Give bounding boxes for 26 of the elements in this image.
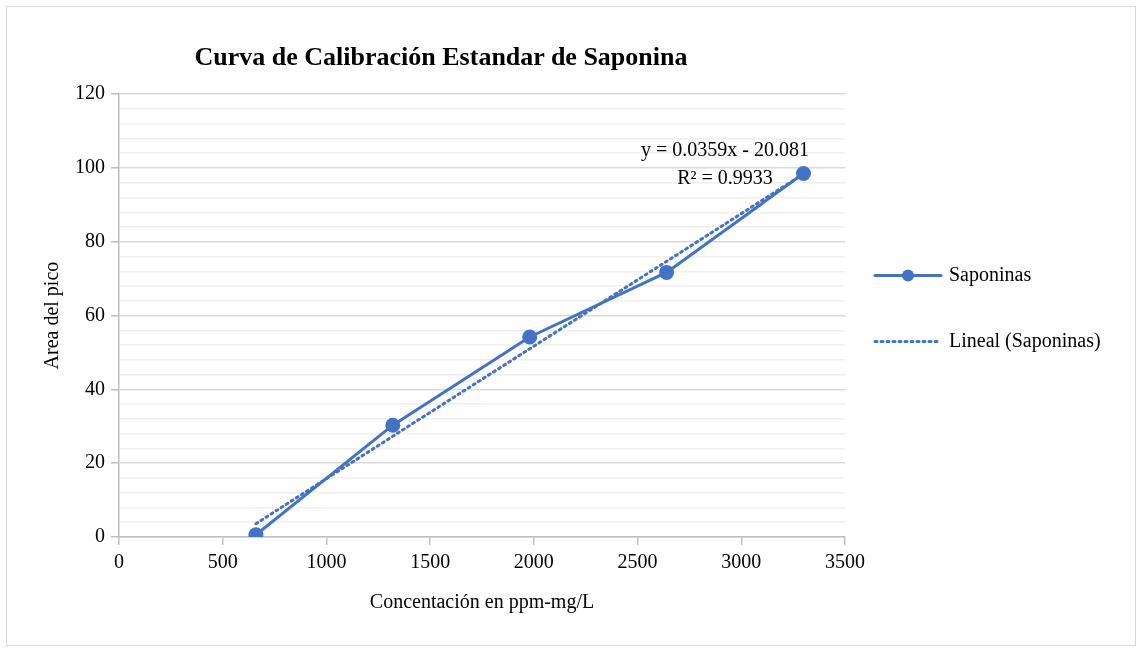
- legend-label: Saponinas: [949, 262, 1032, 286]
- chart-title: Curva de Calibración Estandar de Saponina: [194, 42, 688, 72]
- y-tick-label: 120: [75, 81, 105, 104]
- y-tick-label: 80: [85, 229, 105, 252]
- point: [385, 417, 401, 433]
- x-tick-label: 2500: [617, 550, 658, 573]
- x-tick-label: 1500: [410, 550, 451, 573]
- y-axis-title: Area del pico: [40, 261, 64, 370]
- point: [796, 166, 812, 182]
- point: [522, 329, 538, 345]
- annotation: y = 0.0359x - 20.081: [641, 138, 809, 162]
- x-tick-label: 0: [114, 550, 124, 573]
- x-tick-label: 3500: [825, 550, 865, 573]
- y-tick-label: 20: [85, 450, 105, 473]
- legend-label: Lineal (Saponinas): [949, 328, 1101, 352]
- annotation: R² = 0.9933: [677, 166, 773, 189]
- x-tick-label: 1000: [306, 550, 347, 573]
- y-tick-label: 40: [85, 376, 105, 399]
- y-tick-label: 100: [75, 155, 105, 178]
- x-axis-title: Concentación en ppm-mg/L: [369, 590, 595, 614]
- point: [659, 264, 675, 280]
- x-tick-label: 3000: [721, 550, 762, 573]
- y-tick-label: 60: [85, 302, 105, 325]
- x-tick-label: 2000: [513, 550, 554, 573]
- x-tick-label: 500: [207, 550, 238, 573]
- y-tick-label: 0: [95, 524, 105, 547]
